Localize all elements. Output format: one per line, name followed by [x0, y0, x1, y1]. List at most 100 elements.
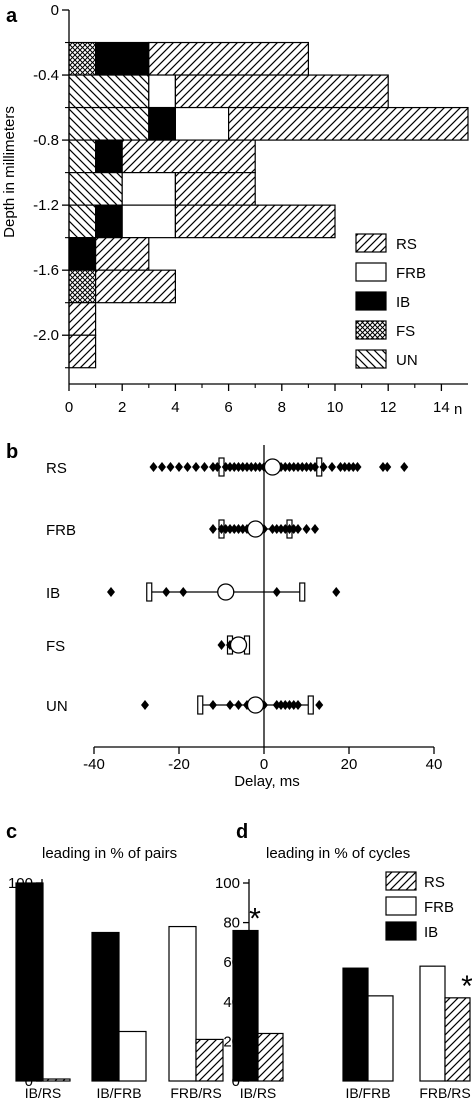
panel-b-data-point: [209, 524, 217, 534]
panel-b-data-point: [217, 640, 226, 650]
panel-b-x-tick-label: 0: [260, 756, 268, 773]
panel-d-legend-swatch-rs: [385, 871, 417, 891]
panel-a-bar-frb: [121, 172, 176, 206]
panel-b-data-point: [234, 524, 243, 534]
panel-b-data-point: [311, 524, 319, 534]
panel-d-legend: RS FRB IB: [385, 871, 454, 941]
panel-b-data-point: [107, 587, 115, 597]
panel-b-data-point: [294, 462, 302, 472]
panel-b-sd-cap: [307, 695, 314, 715]
panel-d-bar-rs: [444, 997, 471, 1082]
panel-a-x-tick-label: 4: [171, 399, 179, 416]
panel-a-bar-rs: [174, 74, 389, 109]
panel-a-y-tick-label: -0.8: [33, 132, 59, 149]
panel-c-category-label: IB/RS: [25, 1085, 62, 1099]
panel-b-mean-marker: [246, 696, 265, 714]
panel-a-bar-rs: [174, 204, 336, 239]
panel-a-bar-rs: [228, 106, 469, 141]
panel-a-bars: [68, 41, 469, 369]
panel-b-category-label: RS: [46, 460, 67, 477]
panel-a-bar-rs: [94, 237, 150, 271]
panel-b-data-point: [238, 524, 247, 534]
panel-b-data-point: [298, 462, 307, 472]
panel-a-bar-fs: [68, 269, 97, 304]
panel-d-legend-swatch-frb: [385, 896, 417, 916]
panel-b-data-point: [247, 462, 256, 472]
panel-a-bar-fs: [68, 41, 97, 76]
panel-b-x-tick-label: 20: [341, 756, 358, 773]
panel-b-data-point: [158, 462, 166, 472]
panel-d: d leading in % of cycles 020406080100IB/…: [215, 821, 472, 1099]
panel-b-data-point: [277, 524, 285, 534]
panel-a-y-tick-label: -1.6: [33, 262, 59, 279]
panel-b-data-point: [217, 524, 226, 534]
panel-d-letter: d: [236, 821, 248, 843]
panel-b-data-point: [289, 524, 298, 534]
panel-b-data-point: [255, 462, 264, 472]
panel-b-data-point: [285, 700, 294, 710]
panel-a-legend-swatch-frb: [355, 262, 387, 282]
panel-b-data-point: [277, 700, 285, 710]
panel-a-bar-ib: [94, 139, 123, 174]
panel-b-data-point: [345, 462, 353, 472]
panel-b-data-point: [268, 524, 277, 534]
panel-b-data-point: [340, 462, 349, 472]
panel-a-bar-ib: [148, 106, 177, 141]
panel-b-x-tick-label: 40: [426, 756, 443, 773]
panel-d-significance-marker: *: [249, 903, 261, 936]
panel-a-bar-rs: [68, 334, 97, 369]
panel-b-data-point: [234, 462, 243, 472]
panel-b-sd-cap: [299, 582, 306, 602]
panel-b-data-point: [281, 700, 290, 710]
panel-d-legend-label: IB: [424, 924, 438, 941]
panel-b-mean-marker: [246, 520, 265, 538]
panel-a-bar-frb: [148, 74, 177, 109]
panel-b-data-point: [200, 462, 209, 472]
panel-b-data-point: [319, 462, 328, 472]
panel-b-data-point: [272, 524, 281, 534]
panel-a-bar-rs: [174, 172, 256, 206]
panel-b-data-point: [315, 700, 324, 710]
panel-a-letter: a: [6, 5, 18, 27]
panel-b-data-point: [149, 462, 158, 472]
panel-b-category-label: IB: [46, 585, 60, 602]
panel-b-mean-marker: [229, 636, 248, 654]
panel-a-bar-rs: [121, 139, 256, 174]
panel-a-bar-un: [68, 74, 150, 109]
panel-b-data-point: [281, 524, 290, 534]
panel-b-sd-cap: [146, 582, 153, 602]
panel-c-bar-ib: [15, 882, 44, 1082]
panel-b-data-point: [289, 462, 298, 472]
panel-a-x-tick-label: 8: [278, 399, 286, 416]
panel-a-legend: RS FRB IB FS UN: [355, 233, 426, 369]
panel-a-y-axis-title: Depth in millimeters: [1, 106, 18, 238]
panel-b-mean-marker: [217, 583, 235, 601]
panel-a-legend-label: FRB: [396, 265, 426, 282]
panel-a-legend-swatch-rs: [355, 233, 387, 253]
panel-a-bar-frb: [174, 106, 230, 141]
panel-b-data-point: [383, 462, 392, 472]
panel-a-legend-label: RS: [396, 236, 417, 253]
panel-b-data-point: [306, 462, 315, 472]
panel-d-bar-frb: [367, 995, 394, 1082]
panel-b-data-point: [353, 462, 362, 472]
panel-a-legend-label: IB: [396, 294, 410, 311]
panel-a-legend-label: FS: [396, 323, 415, 340]
panel-d-legend-swatch-ib: [385, 921, 417, 941]
panel-b-data-point: [209, 462, 217, 472]
panel-b-data-point: [332, 587, 341, 597]
panel-c-letter: c: [6, 821, 17, 843]
panel-d-significance-marker: *: [461, 970, 472, 1003]
panel-a-x-tick-label: 0: [65, 399, 73, 416]
panel-c-category-label: FRB/RS: [170, 1085, 221, 1099]
panel-b-data-point: [226, 462, 234, 472]
panel-d-bar-ib: [232, 929, 259, 1082]
panel-b-data-point: [285, 462, 294, 472]
panel-a-axes: 0 -0.4 -0.8 -1.2 -1.6 -2.0 0 2 4 6 8 10 12 14: [33, 2, 468, 416]
panel-b-data-point: [179, 587, 188, 597]
panel-b-data-point: [272, 700, 281, 710]
panel-b-data-point: [285, 524, 294, 534]
panel-b-data-point: [281, 462, 290, 472]
